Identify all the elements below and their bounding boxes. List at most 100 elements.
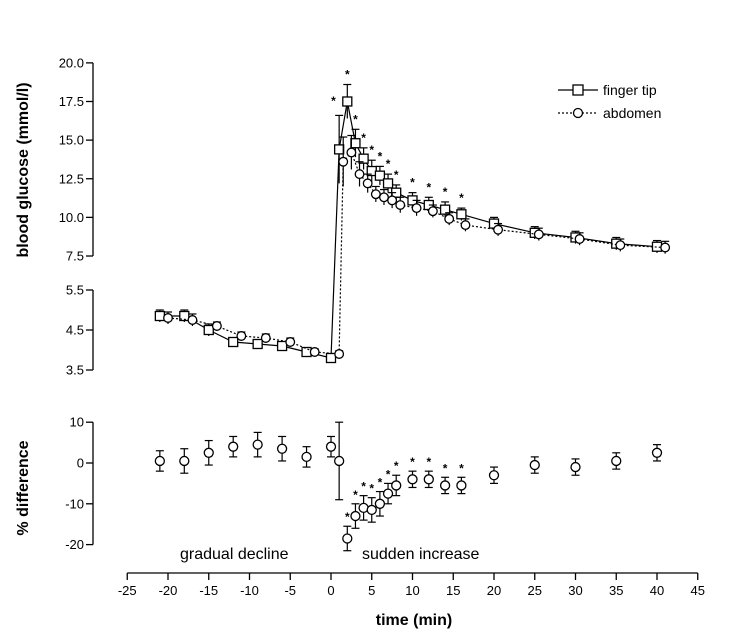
difference-point xyxy=(651,447,663,458)
abdomen-point xyxy=(444,213,455,224)
finger-tip-point xyxy=(179,310,190,322)
abdomen-point xyxy=(354,169,365,180)
difference-point xyxy=(203,447,214,458)
abdomen-point xyxy=(346,147,357,158)
significance-star: * xyxy=(369,482,374,496)
difference-point xyxy=(611,455,622,467)
difference-point xyxy=(301,451,312,463)
significance-star: * xyxy=(394,168,399,182)
difference-point xyxy=(342,533,353,544)
abdomen-point xyxy=(187,315,198,325)
x-tick-label: -15 xyxy=(199,583,218,598)
y-tick-label: 0 xyxy=(77,456,84,471)
legend-abdomen-marker xyxy=(572,107,584,119)
glucose-y-axis-label: blood glucose (mmol/l) xyxy=(15,82,32,257)
y-tick-label: 12.5 xyxy=(59,171,84,186)
abdomen-point xyxy=(285,337,296,347)
difference-point xyxy=(529,459,540,471)
difference-point xyxy=(276,443,288,454)
finger-tip-point xyxy=(342,96,353,107)
significance-star: * xyxy=(443,461,448,475)
abdomen-point xyxy=(387,195,398,206)
difference-point xyxy=(382,488,394,499)
difference-point xyxy=(570,461,581,473)
x-tick-label: 40 xyxy=(650,583,664,598)
y-tick-label: -20 xyxy=(65,537,84,552)
x-tick-label: 30 xyxy=(568,583,582,598)
finger-tip-point xyxy=(333,144,345,155)
finger-tip-point xyxy=(228,336,239,348)
legend: finger tip abdomen xyxy=(558,82,661,121)
difference-series xyxy=(154,421,663,552)
x-tick-label: 20 xyxy=(487,583,501,598)
y-tick-label: 5.5 xyxy=(66,283,84,298)
x-axis-label: time (min) xyxy=(376,612,452,629)
x-tick-label: -5 xyxy=(284,583,296,598)
difference-point xyxy=(391,480,402,491)
abdomen-point xyxy=(427,206,438,217)
significance-markers: ***** **** * * **** * *** * * * * xyxy=(331,68,464,525)
significance-star: * xyxy=(459,191,464,205)
y-tick-label: 7.5 xyxy=(66,249,84,264)
difference-point xyxy=(366,504,377,516)
significance-star: * xyxy=(386,157,391,171)
abdomen-point xyxy=(370,189,381,200)
x-tick-label: 0 xyxy=(327,583,334,598)
significance-star: * xyxy=(369,143,374,157)
difference-point xyxy=(179,455,190,467)
y-tick-label: 4.5 xyxy=(66,323,84,338)
difference-point xyxy=(325,441,337,452)
y-tick-label: -10 xyxy=(65,496,84,511)
significance-star: * xyxy=(459,461,464,475)
x-tick-label: 15 xyxy=(446,583,460,598)
significance-star: * xyxy=(361,480,366,494)
legend-abdomen-label: abdomen xyxy=(603,105,661,121)
abdomen-point xyxy=(615,240,626,251)
finger-tip-point xyxy=(350,138,361,149)
time-axis: -25 -20 -15 -10 -5 0 5 10 15 20 25 30 35 40 45 xyxy=(118,572,705,598)
y-tick-label: 3.5 xyxy=(66,363,84,378)
difference-y-axis-label: % difference xyxy=(15,440,32,535)
finger-tip-point xyxy=(325,352,337,364)
finger-tip-point xyxy=(252,338,263,350)
glucose-series xyxy=(154,83,671,364)
y-tick-label: 10.0 xyxy=(59,210,84,225)
x-tick-label: -25 xyxy=(118,583,137,598)
finger-tip-point xyxy=(301,346,312,358)
x-tick-label: 25 xyxy=(528,583,542,598)
abdomen-point xyxy=(362,178,373,189)
finger-tip-point xyxy=(439,204,451,215)
difference-point xyxy=(350,510,361,522)
abdomen-point xyxy=(260,333,271,343)
abdomen-point xyxy=(334,349,345,359)
abdomen-point xyxy=(395,200,406,210)
abdomen-point xyxy=(460,220,471,231)
significance-star: * xyxy=(353,488,358,502)
finger-tip-point xyxy=(154,310,166,322)
difference-point xyxy=(252,439,263,450)
abdomen-point xyxy=(660,242,671,253)
significance-star: * xyxy=(443,185,448,199)
significance-star: * xyxy=(386,467,391,481)
abdomen-line xyxy=(167,151,666,355)
finger-tip-point xyxy=(358,153,369,164)
x-tick-label: 35 xyxy=(609,583,623,598)
finger-tip-point xyxy=(374,170,386,181)
abdomen-point xyxy=(163,313,173,323)
abdomen-point xyxy=(309,347,320,357)
abdomen-point xyxy=(379,192,389,203)
y-tick-label: 20.0 xyxy=(59,55,84,70)
significance-star: * xyxy=(353,112,358,126)
abdomen-point xyxy=(236,331,247,341)
x-tick-label: 45 xyxy=(691,583,705,598)
finger-tip-point xyxy=(276,340,288,352)
significance-star: * xyxy=(410,455,415,469)
x-tick-label: 5 xyxy=(368,583,375,598)
difference-point xyxy=(439,480,451,491)
y-tick-label: 10 xyxy=(70,415,84,430)
abdomen-point xyxy=(338,156,349,167)
x-tick-label: -10 xyxy=(240,583,259,598)
finger-tip-point xyxy=(456,209,467,220)
legend-finger-tip-marker xyxy=(572,84,584,96)
difference-point xyxy=(488,470,500,481)
